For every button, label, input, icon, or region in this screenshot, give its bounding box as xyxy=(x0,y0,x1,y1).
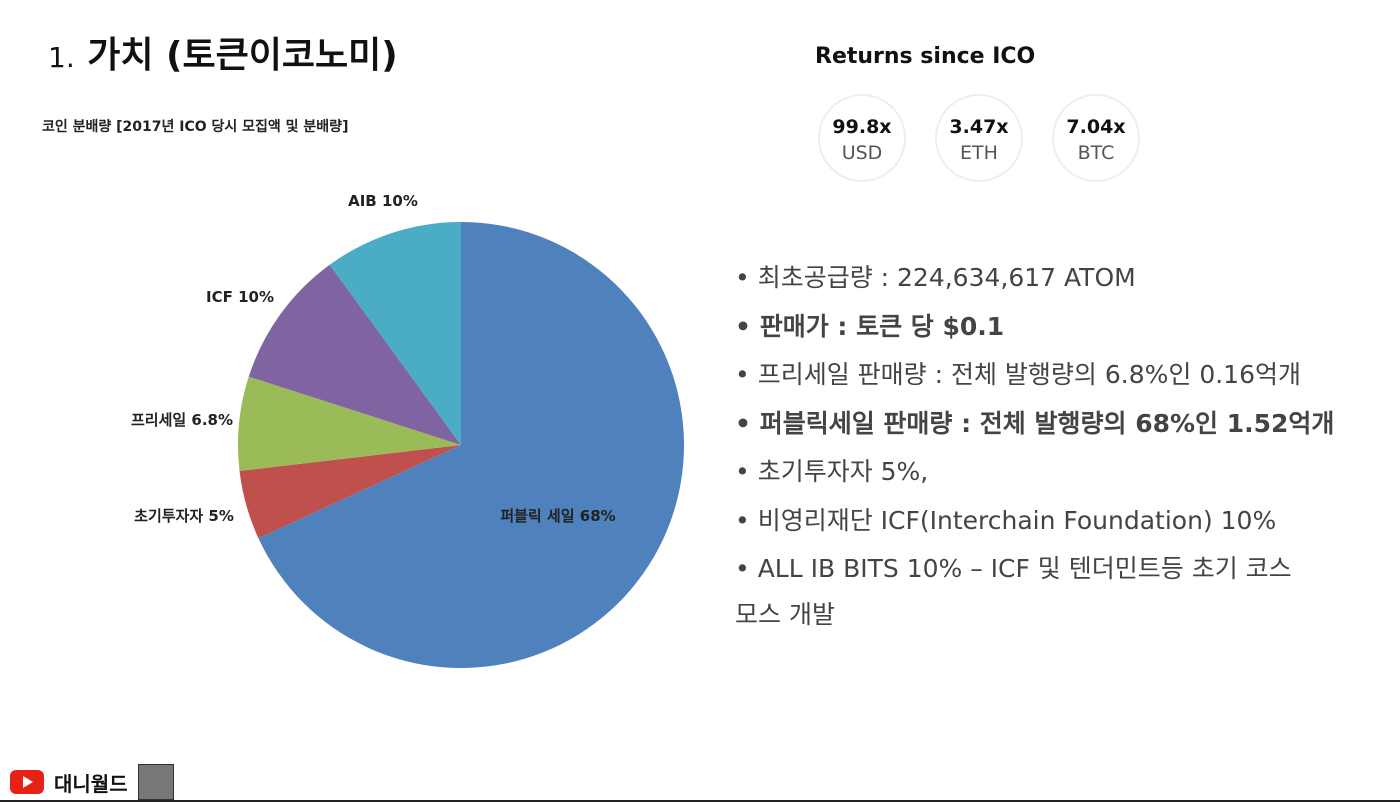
bullet: 판매가 : 토큰 당 $0.1 xyxy=(735,311,1385,343)
return-badge: 7.04x BTC xyxy=(1052,94,1140,182)
slice-category: 프리세일 xyxy=(131,411,186,429)
title-text: 가치 (토큰이코노미) xyxy=(87,35,398,76)
pie-slice xyxy=(248,264,461,445)
slice-value-label: 10% xyxy=(238,288,274,306)
bullet: 비영리재단 ICF(Interchain Foundation) 10% xyxy=(735,505,1385,537)
bullet: ALL IB BITS 10% – ICF 및 텐더민트등 초기 코스모스 개발 xyxy=(735,546,1295,638)
bullet-list: 최초공급량 : 224,634,617 ATOM 판매가 : 토큰 당 $0.1… xyxy=(735,262,1385,655)
youtube-icon xyxy=(10,770,44,794)
channel-name: 대니월드 xyxy=(54,771,128,796)
slice-value-label: 5% xyxy=(208,507,233,525)
return-value: 7.04x xyxy=(1066,116,1126,138)
chart-title: 코인 분배량 [2017년 ICO 당시 모집액 및 분배량] xyxy=(42,118,348,135)
return-unit: BTC xyxy=(1077,142,1115,164)
slice-value-label: 68% xyxy=(580,507,616,525)
returns-heading: Returns since ICO xyxy=(815,44,1036,69)
return-value: 3.47x xyxy=(949,116,1009,138)
slice-category: ICF xyxy=(206,288,233,306)
bullet: 최초공급량 : 224,634,617 ATOM xyxy=(735,262,1385,294)
pie-slice xyxy=(329,222,461,445)
return-badge: 99.8x USD xyxy=(818,94,906,182)
slice-category: 초기투자자 xyxy=(134,507,203,525)
slice-label: 퍼블릭 세일 68% xyxy=(500,507,615,525)
return-value: 99.8x xyxy=(832,116,892,138)
title-number: 1. xyxy=(48,41,75,74)
slice-label: 초기투자자 5% xyxy=(134,507,234,525)
return-unit: ETH xyxy=(960,142,998,164)
slice-label: AIB 10% xyxy=(348,192,418,210)
slice-category: AIB xyxy=(348,192,377,210)
slice-value-label: 10% xyxy=(382,192,418,210)
avatar xyxy=(137,764,174,800)
footer: 대니월드 xyxy=(10,764,174,800)
bullet: 퍼블릭세일 판매량 : 전체 발행량의 68%인 1.52억개 xyxy=(735,408,1385,440)
bullet: 초기투자자 5%, xyxy=(735,456,1385,488)
pie-slice xyxy=(258,222,684,668)
pie-chart: 코인 분배량 [2017년 ICO 당시 모집액 및 분배량] 퍼블릭 세일 6… xyxy=(42,118,684,668)
pie-slice xyxy=(239,445,461,539)
bottom-border xyxy=(0,800,1400,802)
return-unit: USD xyxy=(841,142,883,164)
slice-label: ICF 10% xyxy=(206,288,274,306)
slide-title: 1. 가치 (토큰이코노미) xyxy=(48,26,398,78)
return-badge: 3.47x ETH xyxy=(935,94,1023,182)
pie-slice xyxy=(238,376,461,471)
bullet: 프리세일 판매량 : 전체 발행량의 6.8%인 0.16억개 xyxy=(735,359,1385,391)
slice-category: 퍼블릭 세일 xyxy=(500,507,574,525)
slice-label: 프리세일 6.8% xyxy=(131,411,233,429)
slice-value-label: 6.8% xyxy=(191,411,233,429)
